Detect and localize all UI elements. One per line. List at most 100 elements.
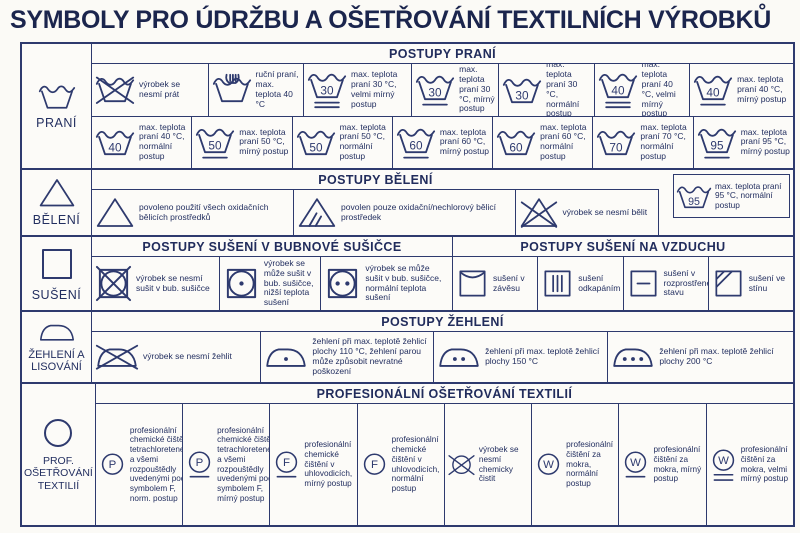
tumble-crossed-icon [95, 265, 132, 302]
symbol-description: max. teplota praní 95 °C, mírný postup [740, 126, 790, 157]
symbol-description: sušení v závěsu [493, 272, 525, 293]
symbol-description: výrobek se nesmí chemicky čistit [478, 445, 519, 484]
care-symbol-cell: sušení ve stínu [709, 257, 793, 310]
circle-f-icon: F [360, 452, 389, 477]
symbol-description: povoleno použití všech oxidačních bělicí… [139, 201, 269, 222]
symbol-description: max. teplota praní 50 °C, normální postu… [339, 121, 386, 162]
tumble-icon [223, 265, 260, 302]
care-symbol-cell: sušení v závěsu [453, 257, 539, 310]
symbol-description: max. teplota praní 30 °C, normální postu… [546, 64, 580, 116]
symbol-description: max. teplota praní 30 °C, mírný postup [459, 64, 495, 114]
care-symbol-cell: výrobek se nesmí prát [92, 64, 209, 116]
iron-icon [38, 320, 76, 344]
symbol-description: výrobek se nesmí sušit v bub. sušičce [136, 272, 210, 293]
svg-text:40: 40 [707, 86, 721, 100]
symbol-description: profesionální čištění za mokra, velmi mí… [740, 445, 789, 484]
svg-text:40: 40 [108, 141, 122, 155]
iron-icon [611, 343, 655, 371]
wash-95-extra-cell: 95 max. teplota praní 95 °C, normální po… [673, 174, 790, 218]
care-symbol-cell: 40 max. teplota praní 40 °C, mírný postup [690, 64, 793, 116]
symbol-description: povolen pouze oxidační/nechlorový bělicí… [341, 201, 496, 222]
circle-w-icon: W [709, 448, 738, 482]
care-symbol-cell: sušení v rozprostřeném stavu [624, 257, 709, 310]
header-postupy-zehleni: POSTUPY ŽEHLENÍ [92, 312, 793, 332]
washtub-50-icon: 50 [195, 124, 235, 161]
svg-text:F: F [283, 457, 290, 469]
svg-text:95: 95 [688, 196, 700, 208]
svg-text:P: P [196, 457, 204, 469]
symbol-description: sušení ve stínu [748, 272, 786, 293]
symbol-description: výrobek se může sušit v bub. sušičce, no… [365, 262, 442, 303]
symbol-description: max. teplota praní 40 °C, velmi mírný po… [641, 64, 676, 116]
section-label-prof: PROF. OŠETŘOVÁNÍ TEXTILIÍ [22, 384, 96, 525]
symbol-description: profesionální chemické čištění v uhlovod… [391, 435, 440, 493]
washing-row-2: 40 max. teplota praní 40 °C, normální pos… [92, 115, 793, 168]
square-icon [38, 245, 76, 283]
symbol-description: max. teplota praní 40 °C, normální postu… [139, 121, 186, 162]
svg-text:30: 30 [429, 86, 443, 100]
symbol-description: max. teplota praní 95 °C, normální postu… [715, 180, 782, 210]
washtub-30-icon: 30 [502, 74, 542, 106]
washtub-crossed-icon [95, 73, 135, 106]
section-beleni: BĚLENÍ POSTUPY BĚLENÍ povoleno použití v… [22, 170, 793, 237]
care-symbol-cell: ruční praní, max. teplota 40 °C [209, 64, 304, 116]
care-symbol-cell: 40 max. teplota praní 40 °C, normální pos… [92, 116, 193, 168]
care-symbol-cell: 30 max. teplota praní 30 °C, normální pos… [499, 64, 595, 116]
care-symbol-cell: 50 max. teplota praní 50 °C, mírný postup [192, 116, 293, 168]
circle-p-icon: P [98, 452, 127, 477]
iron-crossed-icon [95, 343, 139, 371]
washtub-95-icon: 95 [676, 182, 712, 211]
care-symbol-cell: 30 max. teplota praní 30 °C, mírný postup [412, 64, 500, 116]
care-symbol-cell: 60 max. teplota praní 60 °C, normální pos… [493, 116, 594, 168]
iron-icon [264, 343, 308, 371]
care-table: PRANÍ POSTUPY PRANÍ výrobek se nesmí prá… [20, 42, 795, 527]
svg-text:W: W [631, 457, 642, 469]
symbol-description: max. teplota praní 70 °C, normální postu… [640, 121, 687, 162]
section-label-beleni: BĚLENÍ [22, 170, 92, 235]
symbol-description: max. teplota praní 30 °C, velmi mírný po… [351, 69, 398, 109]
symbol-description: profesionální chemické čištění v uhlovod… [304, 440, 353, 488]
square-diag-icon [712, 267, 745, 300]
svg-text:70: 70 [610, 141, 624, 155]
svg-text:30: 30 [516, 88, 530, 102]
symbol-description: výrobek se nesmí bělit [562, 206, 648, 217]
care-symbol-cell: žehlení při max. teplotě žehlicí plochy … [261, 332, 435, 382]
header-postupy-beleni: POSTUPY BĚLENÍ [92, 170, 659, 190]
svg-text:P: P [109, 459, 117, 471]
care-symbol-cell: 70 max. teplota praní 70 °C, normální pos… [593, 116, 694, 168]
header-suseni-bubnove: POSTUPY SUŠENÍ V BUBNOVÉ SUŠIČCE [92, 237, 452, 257]
washtub-icon [212, 73, 252, 106]
svg-text:50: 50 [309, 141, 323, 155]
symbol-description: výrobek se nesmí žehlit [143, 351, 232, 362]
symbol-description: max. teplota praní 40 °C, mírný postup [737, 74, 787, 104]
square-hline-icon [627, 267, 660, 300]
triangle-icon [38, 177, 76, 208]
washtub-70-icon: 70 [596, 126, 636, 158]
section-label-text: BĚLENÍ [32, 213, 81, 228]
header-postupy-prani: POSTUPY PRANÍ [92, 44, 793, 64]
washtub-95-icon: 95 [697, 124, 737, 161]
svg-text:F: F [371, 459, 378, 471]
washtub-30-icon: 30 [415, 71, 455, 108]
bleaching-row: povoleno použití všech oxidačních bělicí… [92, 190, 659, 235]
iron-icon [437, 343, 481, 371]
circle-p-icon: P [185, 450, 214, 480]
square-vlines-icon [541, 267, 574, 300]
section-label-text: PROF. OŠETŘOVÁNÍ TEXTILIÍ [24, 455, 93, 492]
svg-text:60: 60 [409, 138, 423, 152]
svg-text:30: 30 [320, 83, 334, 97]
page-title: SYMBOLY PRO ÚDRŽBU A OŠETŘOVÁNÍ TEXTILNÍ… [10, 6, 771, 34]
section-label-text: SUŠENÍ [31, 287, 82, 302]
svg-text:W: W [718, 455, 729, 467]
washtub-40-icon: 40 [693, 71, 733, 108]
washtub-60-icon: 60 [396, 124, 436, 161]
symbol-description: profesionální chemické čištění tetrachlo… [129, 425, 184, 503]
washtub-40-icon: 40 [598, 69, 638, 111]
symbol-description: žehlení při max. teplotě žehlicí plochy … [485, 346, 600, 366]
symbol-description: max. teplota praní 50 °C, mírný postup [239, 126, 289, 157]
svg-text:40: 40 [611, 83, 625, 97]
